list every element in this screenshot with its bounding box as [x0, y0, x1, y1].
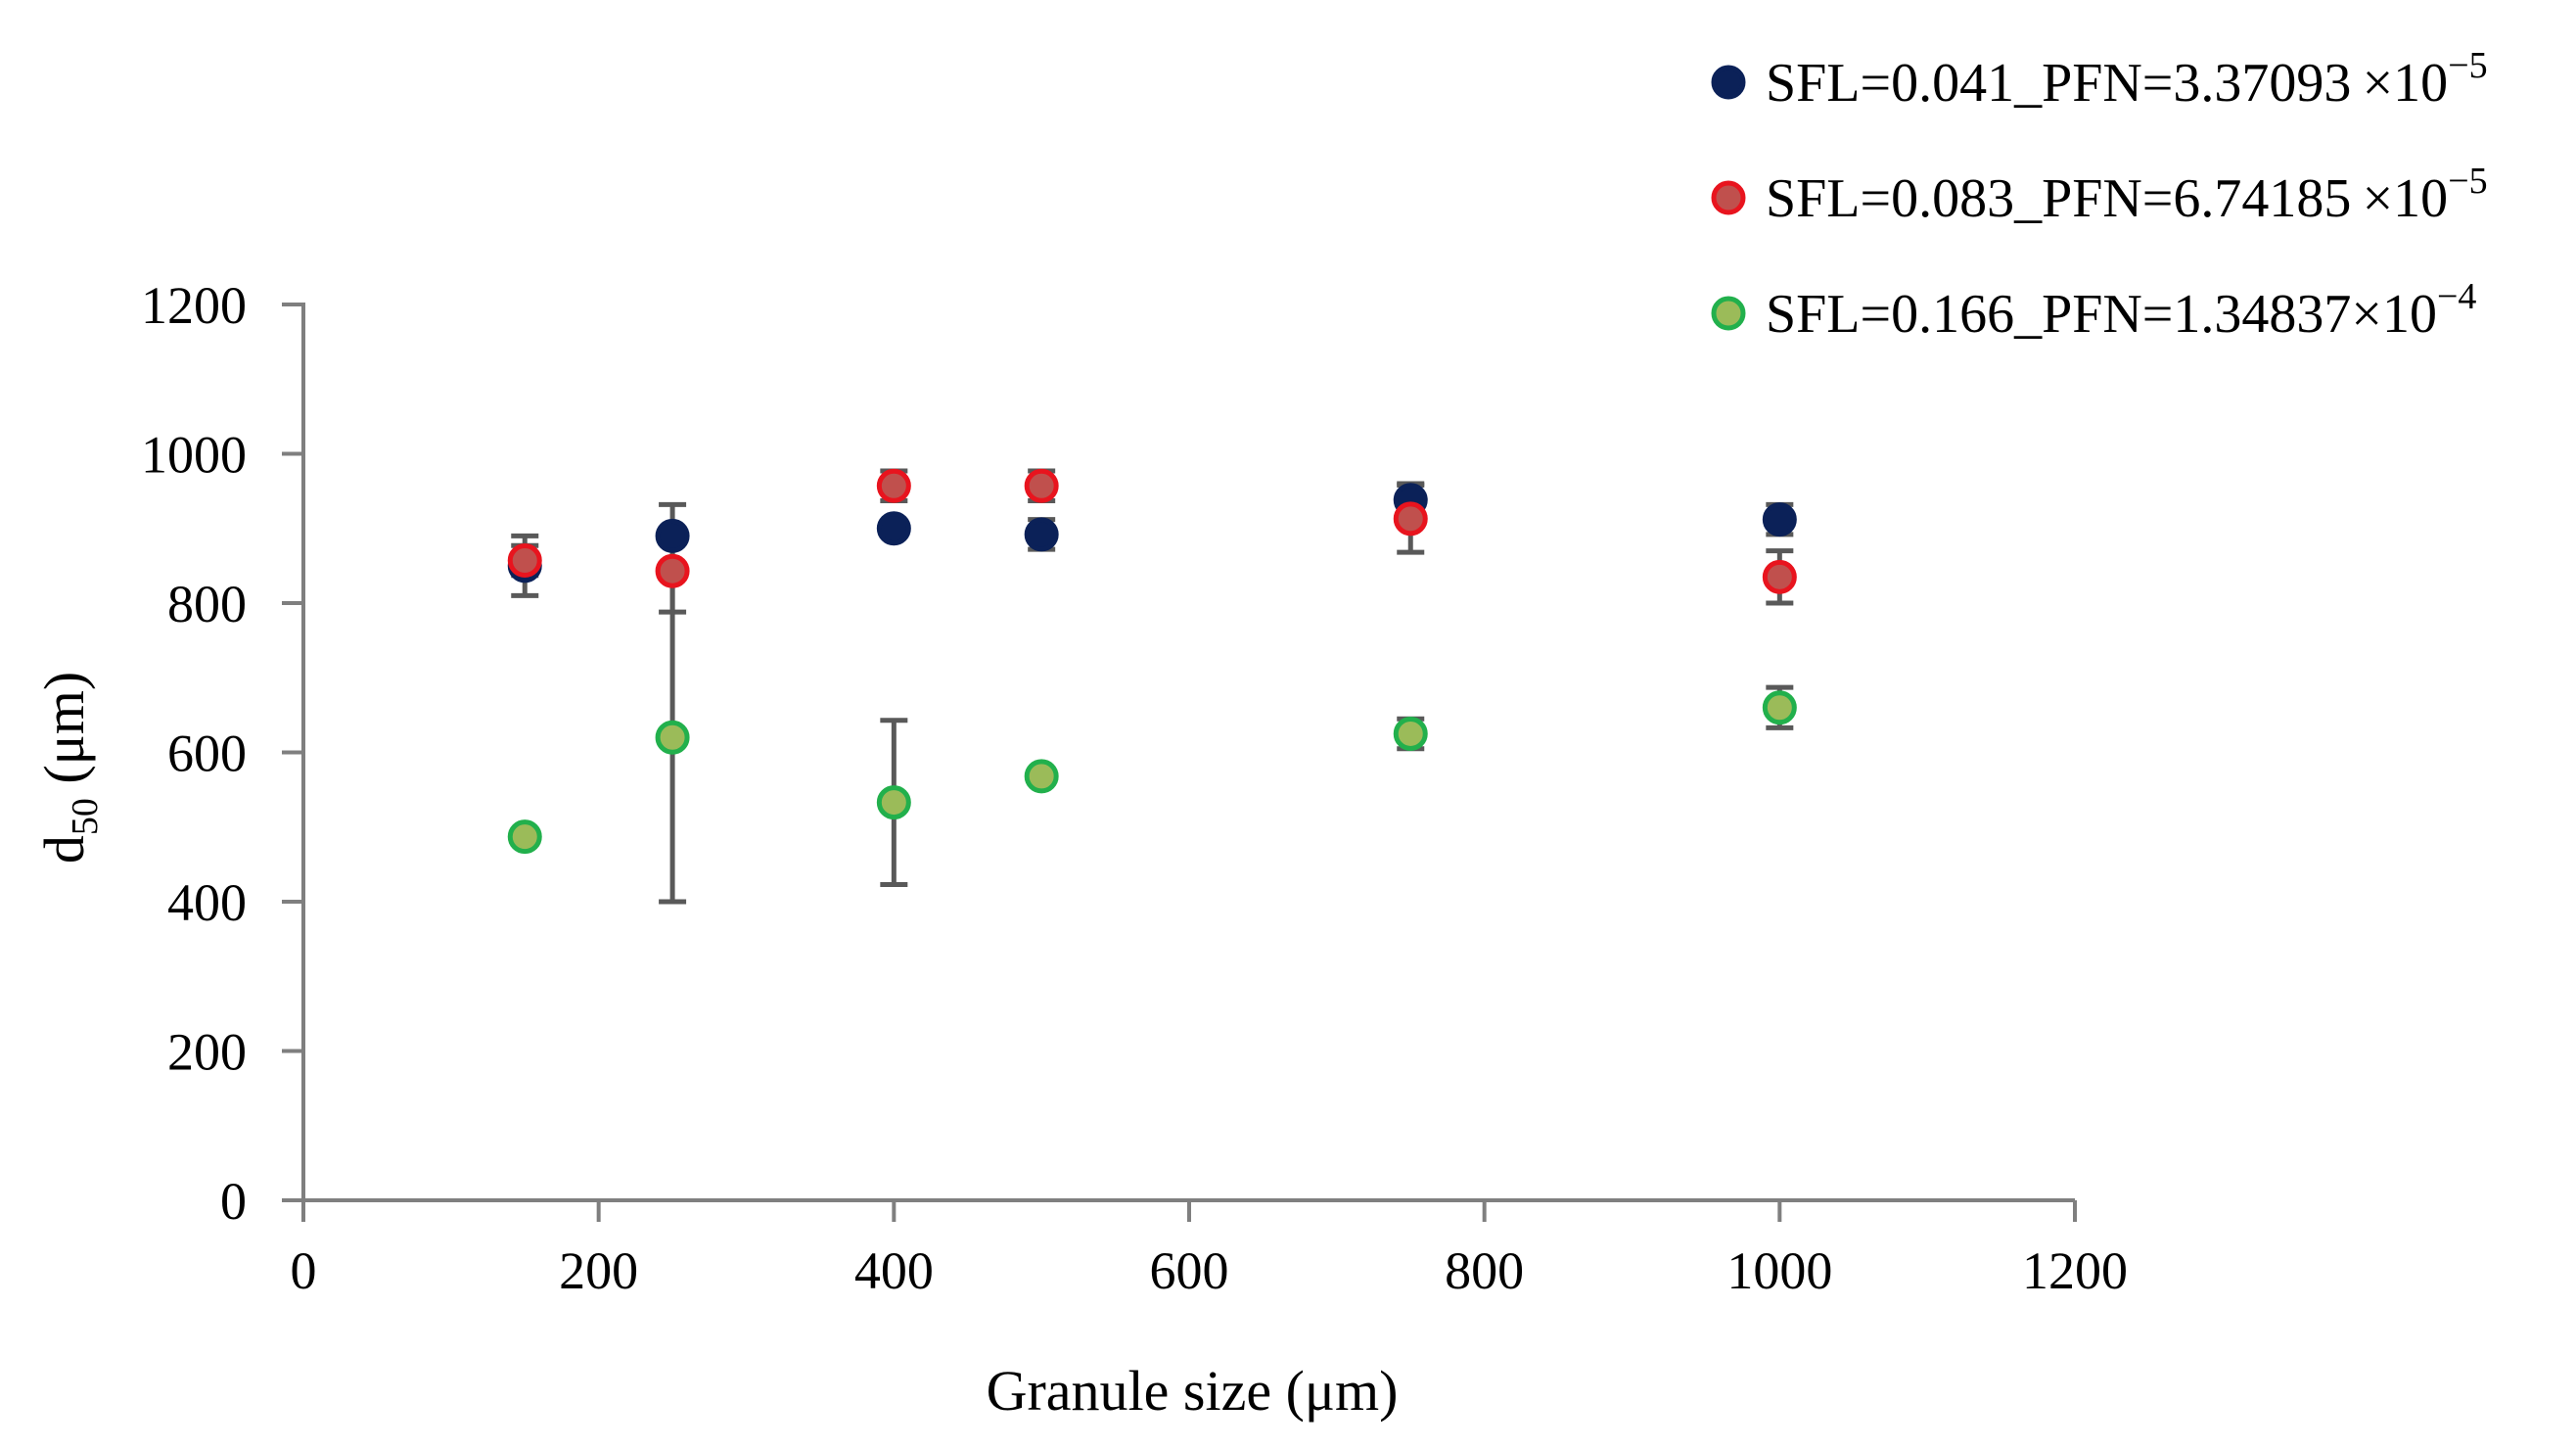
- axes: [301, 303, 2075, 1202]
- y-tick-label: 1000: [141, 426, 247, 485]
- data-point-series-3: [1762, 690, 1797, 725]
- data-point-series-3: [1024, 759, 1059, 794]
- data-point-series-2: [1393, 501, 1428, 537]
- legend-label: SFL=0.083_PFN=6.74185 ×10−5: [1766, 161, 2488, 229]
- data-point-series-2: [876, 468, 911, 503]
- x-tick-label: 0: [291, 1241, 317, 1300]
- legend-item-1: SFL=0.041_PFN=3.37093 ×10−5: [1711, 45, 2488, 114]
- legend-item-3: SFL=0.166_PFN=1.34837×10−4: [1711, 276, 2476, 345]
- legend-marker: [1711, 65, 1746, 100]
- legend: SFL=0.041_PFN=3.37093 ×10−5 SFL=0.083_PFN…: [1711, 45, 2488, 345]
- legend-marker: [1711, 296, 1746, 331]
- data-point-series-3: [876, 785, 911, 820]
- data-point-series-1: [1762, 502, 1797, 537]
- y-tick-label: 0: [220, 1172, 247, 1231]
- data-points: [507, 468, 1797, 855]
- x-tick-label: 1200: [2022, 1241, 2128, 1300]
- data-point-series-2: [507, 543, 542, 579]
- y-tick-label: 200: [167, 1023, 247, 1082]
- legend-item-2: SFL=0.083_PFN=6.74185 ×10−5: [1711, 161, 2488, 229]
- data-point-series-3: [1393, 716, 1428, 751]
- legend-label: SFL=0.041_PFN=3.37093 ×10−5: [1766, 45, 2488, 114]
- error-bars: [511, 468, 1794, 905]
- x-tick-label: 600: [1150, 1241, 1229, 1300]
- y-axis-title-main: d: [32, 835, 96, 864]
- x-axis-title: Granule size (μm): [987, 1359, 1399, 1423]
- y-tick-label: 1200: [141, 276, 247, 335]
- axis-ticks: 0 200 400 600 800 1000 1200 0 200 400 600 800 1000 12…: [141, 276, 2128, 1300]
- y-axis-title: d50 (μm): [32, 672, 106, 864]
- data-point-series-1: [876, 511, 911, 546]
- data-point-series-1: [655, 518, 690, 553]
- x-tick-label: 1000: [1726, 1241, 1832, 1300]
- legend-label: SFL=0.166_PFN=1.34837×10−4: [1766, 276, 2476, 345]
- y-axis-title-subscript: 50: [65, 798, 106, 835]
- data-point-series-3: [655, 720, 690, 755]
- data-point-series-2: [655, 553, 690, 588]
- y-tick-label: 800: [167, 575, 247, 633]
- y-tick-label: 400: [167, 873, 247, 932]
- data-point-series-2: [1024, 468, 1059, 503]
- data-point-series-2: [1762, 559, 1797, 594]
- x-tick-label: 400: [854, 1241, 934, 1300]
- y-tick-label: 600: [167, 724, 247, 783]
- x-tick-label: 800: [1445, 1241, 1524, 1300]
- data-point-series-1: [1024, 517, 1059, 552]
- legend-marker: [1711, 180, 1746, 215]
- x-tick-label: 200: [559, 1241, 638, 1300]
- data-point-series-3: [507, 819, 542, 855]
- y-axis-title-unit: (μm): [32, 672, 96, 798]
